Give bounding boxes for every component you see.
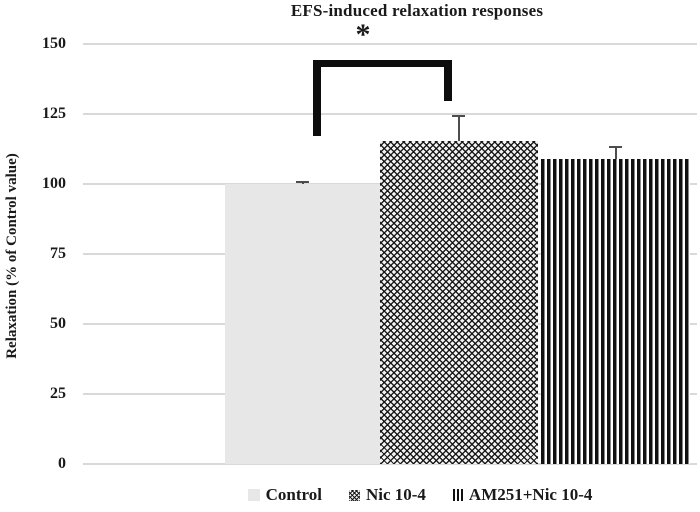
error-bar-nic-10-4 — [452, 115, 465, 141]
error-bar-am251-nic-10-4 — [609, 146, 622, 159]
y-tick-150: 150 — [42, 35, 66, 52]
significance-bracket-right-arm — [444, 60, 452, 101]
gridline-150 — [83, 43, 697, 45]
significance-asterisk: * — [355, 18, 371, 51]
legend-label: Nic 10-4 — [365, 485, 426, 504]
crosshatch-swatch-icon — [348, 489, 360, 501]
legend-label: Control — [265, 485, 322, 504]
error-bar-stem — [614, 146, 617, 159]
y-tick-25: 25 — [50, 385, 66, 402]
gridline-0 — [83, 463, 697, 465]
gridline-125 — [83, 113, 697, 115]
significance-bracket-left-arm — [313, 60, 321, 136]
legend-item-am251-nic-10-4: AM251+Nic 10-4 — [452, 485, 593, 505]
error-bar-stem — [301, 181, 304, 184]
legend-item-control: Control — [247, 485, 322, 505]
bar-am251-nic-10-4 — [541, 158, 690, 464]
y-tick-0: 0 — [58, 455, 66, 472]
y-tick-50: 50 — [50, 315, 66, 332]
legend: Control Nic 10-4 AM251+Nic 10-4 — [140, 485, 700, 505]
y-tick-100: 100 — [42, 175, 66, 192]
bar-nic-10-4 — [380, 140, 538, 464]
control-swatch-icon — [247, 489, 260, 501]
y-tick-125: 125 — [42, 105, 66, 122]
error-bar-control — [296, 181, 309, 184]
error-bar-stem — [457, 115, 460, 141]
y-tick-75: 75 — [50, 245, 66, 262]
significance-bracket-bar — [313, 60, 452, 67]
stripes-swatch-icon — [452, 489, 463, 501]
bar-control — [225, 184, 380, 464]
chart-title: EFS-induced relaxation responses — [290, 1, 544, 20]
legend-item-nic-10-4: Nic 10-4 — [348, 485, 426, 505]
legend-label: AM251+Nic 10-4 — [468, 485, 593, 504]
